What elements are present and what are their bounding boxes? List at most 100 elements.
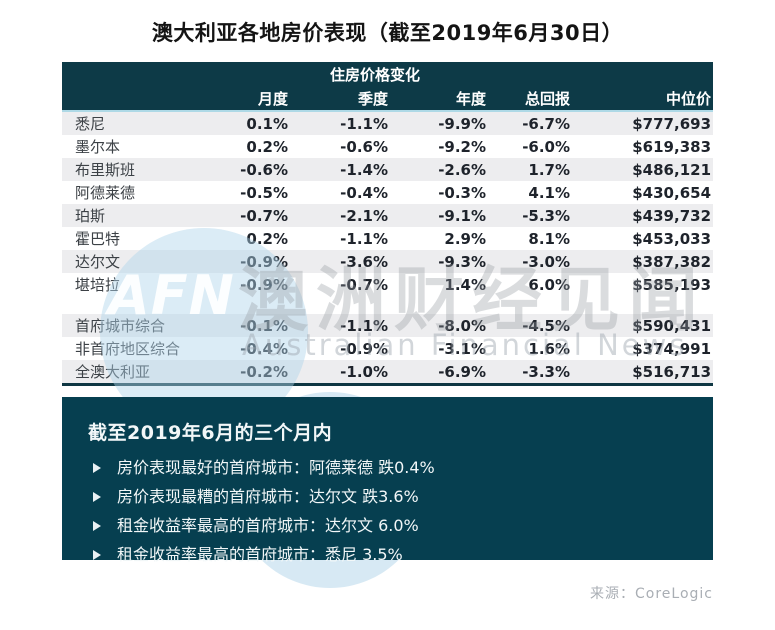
bullet-arrow-icon [93, 549, 101, 560]
table-row-perth: 珀斯 -0.7% -2.1% -9.1% -5.3% $439,732 [62, 204, 714, 227]
annual-change: -0.3% [438, 183, 487, 202]
summary-heading: 截至2019年6月的三个月内 [88, 422, 333, 444]
median-price: $777,693 [572, 111, 714, 135]
bullet-text: 租金收益率最高的首府城市：达尔文 6.0% [117, 516, 419, 535]
city-name: 悉尼 [62, 111, 190, 135]
bullet-item: 租金收益率最高的首府城市：达尔文 6.0% [88, 516, 687, 535]
monthly-change: -0.5% [240, 183, 288, 202]
monthly-change: 0.2% [246, 229, 288, 248]
table-row-combined-capitals: 首府城市综合 -0.1% -1.1% -8.0% -4.5% $590,431 [62, 314, 714, 337]
bullet-arrow-icon [93, 491, 101, 502]
total-return: 1.7% [488, 158, 573, 181]
bullet-item: 租金收益率最高的首府城市：悉尼 3.5% [88, 545, 687, 564]
city-name: 堪培拉 [75, 276, 121, 294]
total-return: 1.6% [528, 339, 571, 358]
bullet-text: 房价表现最糟的首府城市：达尔文 跌3.6% [117, 487, 419, 506]
monthly-change: -0.1% [190, 314, 290, 337]
median-price: $619,383 [632, 137, 712, 156]
quarterly-change: -2.1% [290, 204, 390, 227]
monthly-change: 0.1% [190, 111, 290, 135]
annual-change: -6.9% [390, 360, 489, 383]
spacer-row [62, 296, 714, 314]
bullet-arrow-icon [93, 462, 101, 473]
quarterly-change: -1.1% [340, 229, 388, 248]
group-header: 住房价格变化 [190, 62, 489, 86]
monthly-change: -0.2% [190, 360, 290, 383]
city-name: 布里斯班 [62, 158, 190, 181]
city-name: 珀斯 [62, 204, 190, 227]
table-row-national: 全澳大利亚 -0.2% -1.0% -6.9% -3.3% $516,713 [62, 360, 714, 383]
city-name: 阿德莱德 [75, 184, 136, 202]
quarterly-change: -1.1% [290, 111, 390, 135]
housing-price-table: 住房价格变化 月度 季度 年度 总回报 中位价 悉尼 0.1% -1.1% -9… [62, 62, 714, 386]
quarterly-change: -0.4% [340, 183, 388, 202]
quarterly-change: -3.6% [290, 250, 390, 273]
median-price: $585,193 [632, 275, 712, 294]
quarterly-change: -0.9% [340, 339, 388, 358]
annual-change: -9.9% [390, 111, 489, 135]
city-name: 墨尔本 [75, 138, 121, 156]
bullet-item: 房价表现最糟的首府城市：达尔文 跌3.6% [88, 487, 687, 506]
annual-change: -8.0% [390, 314, 489, 337]
bullet-text: 房价表现最好的首府城市：阿德莱德 跌0.4% [117, 458, 435, 477]
median-price: $516,713 [572, 360, 714, 383]
annual-change: -9.1% [390, 204, 489, 227]
median-price: $486,121 [572, 158, 714, 181]
median-price: $387,382 [572, 250, 714, 273]
annual-change: -3.1% [438, 339, 487, 358]
table-row-sydney: 悉尼 0.1% -1.1% -9.9% -6.7% $777,693 [62, 111, 714, 135]
bullet-item: 房价表现最好的首府城市：阿德莱德 跌0.4% [88, 458, 687, 477]
total-return: 6.0% [528, 275, 571, 294]
median-price: $430,654 [632, 183, 712, 202]
monthly-change: -0.4% [240, 339, 288, 358]
monthly-change: 0.2% [246, 137, 288, 156]
col-header-total-return: 总回报 [488, 86, 573, 112]
table-header: 住房价格变化 月度 季度 年度 总回报 中位价 [62, 62, 714, 112]
region-name: 非首府地区综合 [75, 340, 181, 358]
source-caption: 来源：CoreLogic [590, 586, 713, 602]
total-return: -6.7% [488, 111, 573, 135]
table-row-combined-regional: 非首府地区综合 -0.4% -0.9% -3.1% 1.6% $374,991 [62, 337, 713, 360]
table-row-canberra: 堪培拉 -0.9% -0.7% 1.4% 6.0% $585,193 [62, 273, 713, 296]
bullet-arrow-icon [93, 520, 101, 531]
region-name: 首府城市综合 [62, 314, 190, 337]
city-name: 霍巴特 [75, 230, 121, 248]
quarterly-change: -1.0% [290, 360, 390, 383]
quarterly-change: -0.7% [340, 275, 388, 294]
annual-change: 2.9% [444, 229, 487, 248]
total-return: -3.0% [488, 250, 573, 273]
col-header-quarterly: 季度 [290, 86, 390, 112]
monthly-change: -0.6% [190, 158, 290, 181]
annual-change: -2.6% [390, 158, 489, 181]
col-header-annual: 年度 [390, 86, 489, 112]
annual-change: 1.4% [444, 275, 487, 294]
total-return: -5.3% [488, 204, 573, 227]
header-spacer-cell [488, 62, 714, 86]
total-return: 4.1% [528, 183, 571, 202]
median-price: $439,732 [572, 204, 714, 227]
city-name: 达尔文 [62, 250, 190, 273]
header-spacer-cell [62, 62, 190, 86]
quarterly-change: -0.6% [340, 137, 388, 156]
monthly-change: -0.7% [190, 204, 290, 227]
table-row-adelaide: 阿德莱德 -0.5% -0.4% -0.3% 4.1% $430,654 [62, 181, 713, 204]
total-return: -3.3% [488, 360, 573, 383]
table-row-melbourne: 墨尔本 0.2% -0.6% -9.2% -6.0% $619,383 [62, 135, 713, 158]
monthly-change: -0.9% [240, 275, 288, 294]
annual-change: -9.3% [390, 250, 489, 273]
summary-panel: 截至2019年6月的三个月内 房价表现最好的首府城市：阿德莱德 跌0.4% 房价… [62, 397, 713, 564]
col-header-monthly: 月度 [190, 86, 290, 112]
page-title: 澳大利亚各地房价表现（截至2019年6月30日） [151, 21, 624, 45]
median-price: $374,991 [632, 339, 712, 358]
region-name: 全澳大利亚 [62, 360, 190, 383]
table-row-brisbane: 布里斯班 -0.6% -1.4% -2.6% 1.7% $486,121 [62, 158, 714, 181]
table-row-darwin: 达尔文 -0.9% -3.6% -9.3% -3.0% $387,382 [62, 250, 714, 273]
table-row-hobart: 霍巴特 0.2% -1.1% 2.9% 8.1% $453,033 [62, 227, 713, 250]
quarterly-change: -1.1% [290, 314, 390, 337]
monthly-change: -0.9% [190, 250, 290, 273]
median-price: $453,033 [632, 229, 712, 248]
quarterly-change: -1.4% [290, 158, 390, 181]
total-return: 8.1% [528, 229, 571, 248]
annual-change: -9.2% [438, 137, 487, 156]
bullet-text: 租金收益率最高的首府城市：悉尼 3.5% [117, 545, 403, 564]
